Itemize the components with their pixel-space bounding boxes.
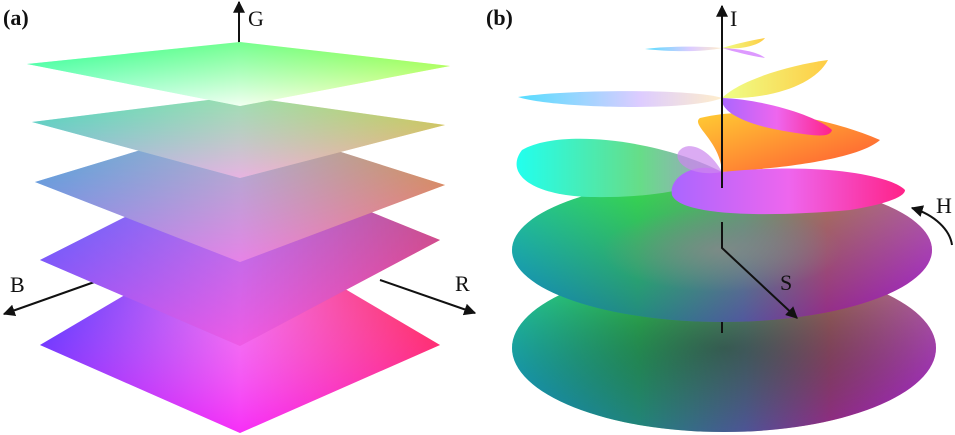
r-axis-label: R [455, 271, 470, 296]
i-axis-label: I [730, 6, 737, 31]
hsi-petals-third [516, 112, 905, 215]
hsi-disk-second [512, 178, 932, 322]
panel-b: (b) [486, 4, 953, 432]
r-axis-line [379, 279, 477, 316]
panel-a-label: (a) [3, 5, 29, 30]
hsi-petals-top [645, 38, 765, 58]
rgb-layer-3 [35, 120, 445, 262]
h-arc [910, 205, 953, 246]
s-axis-line [721, 222, 798, 319]
g-axis-label: G [248, 6, 264, 31]
b-axis-label: B [10, 272, 25, 297]
panel-b-label: (b) [486, 5, 513, 30]
h-axis-label: H [936, 193, 952, 218]
hsi-petals-fourth [518, 60, 832, 136]
rgb-layer-5 [27, 42, 450, 106]
rgb-layer-4 [32, 96, 445, 178]
s-axis-label: S [780, 270, 792, 295]
b-axis-line [2, 279, 101, 317]
panel-a: (a) G B R [2, 0, 477, 433]
